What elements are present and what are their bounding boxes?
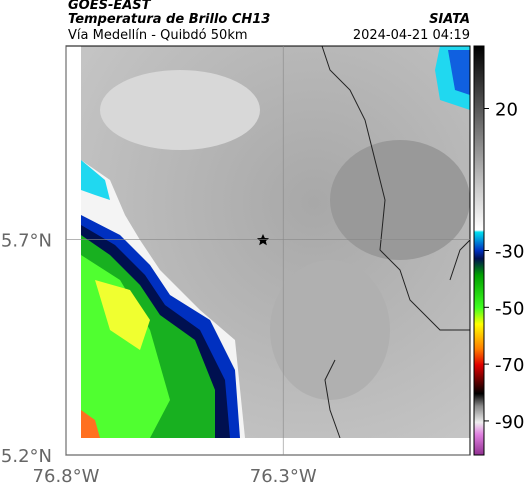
satellite-image <box>81 46 470 438</box>
agency: SIATA <box>429 12 470 27</box>
y-tick-label: 5.7°N <box>1 231 52 252</box>
x-tick-label: 76.3°W <box>250 466 317 487</box>
colorbar-tick-label: -50 <box>495 298 524 319</box>
y-tick-label: 5.2°N <box>1 446 52 467</box>
colorbar-tick-label: 20 <box>495 99 518 120</box>
subtitle: Vía Medellín - Quibdó 50km <box>68 28 248 43</box>
datetime: 2024-04-21 04:19 <box>353 28 470 43</box>
x-tick-label: 76.8°W <box>33 466 100 487</box>
colorbar-tick-label: -70 <box>495 355 524 376</box>
colorbar <box>473 45 485 456</box>
title: Temperatura de Brillo CH13 <box>68 12 270 27</box>
colorbar-tick-label: -30 <box>495 242 524 263</box>
source: GOES-EAST <box>68 0 152 13</box>
colorbar-tick-label: -90 <box>495 412 524 433</box>
